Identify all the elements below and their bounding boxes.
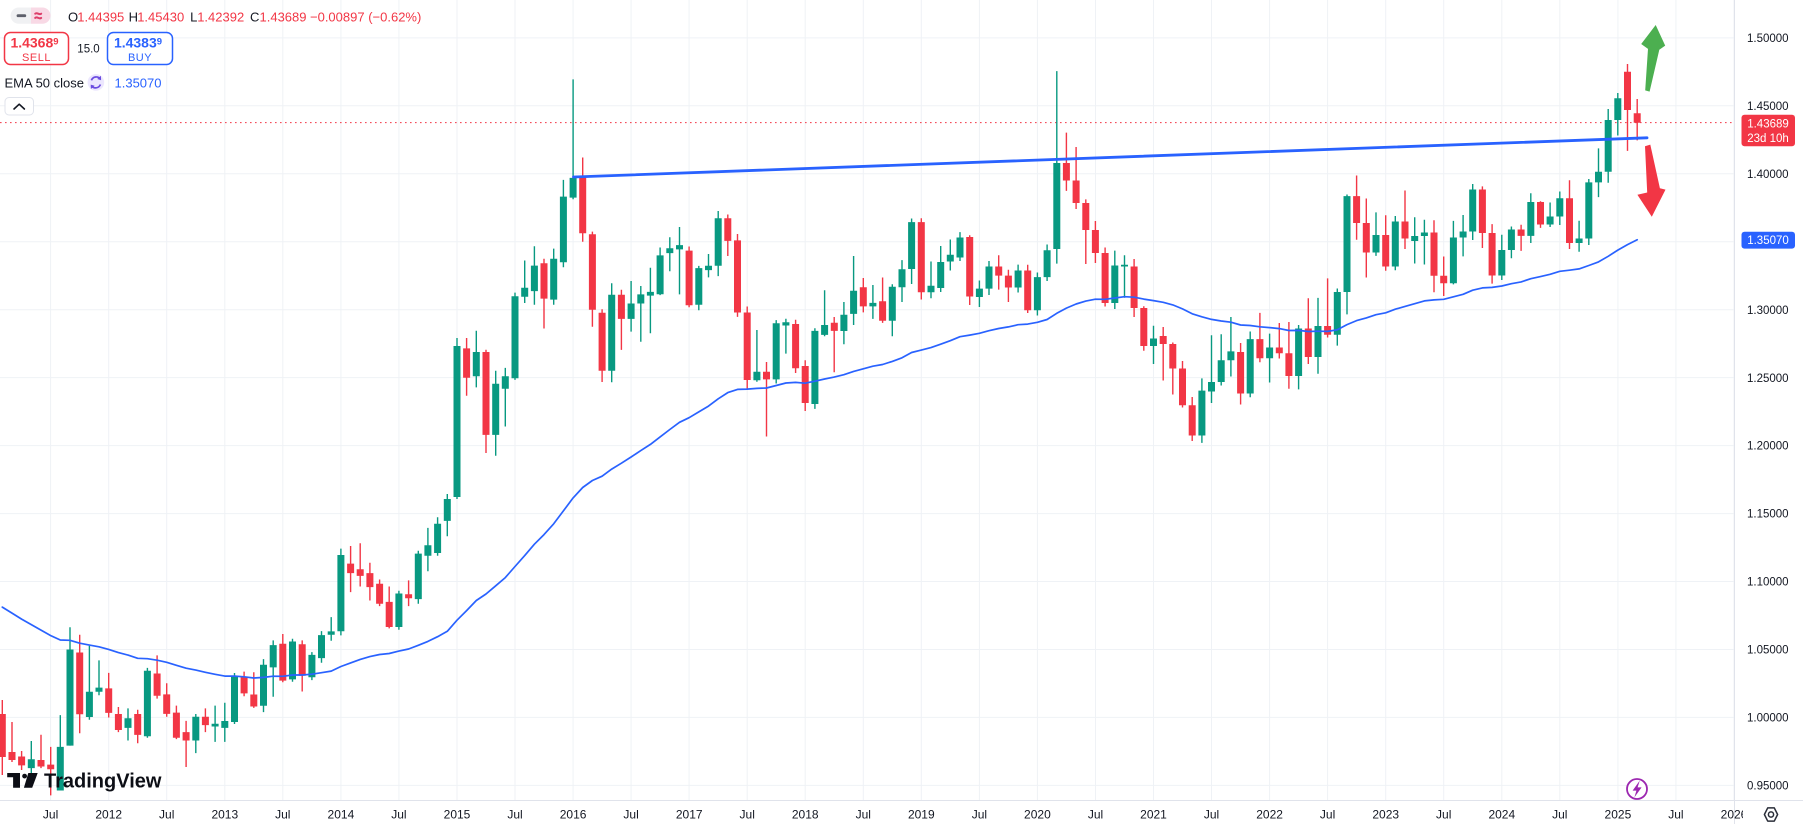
svg-text:L: L [190, 9, 197, 24]
svg-text:0.95000: 0.95000 [1747, 781, 1789, 793]
svg-text:2021: 2021 [1140, 808, 1167, 822]
svg-text:1.05000: 1.05000 [1747, 645, 1789, 657]
svg-text:2014: 2014 [328, 808, 355, 822]
svg-text:Jul: Jul [1204, 808, 1219, 822]
svg-text:1.15000: 1.15000 [1747, 509, 1789, 521]
svg-text:2023: 2023 [1372, 808, 1399, 822]
svg-text:−0.00897 (−0.62%): −0.00897 (−0.62%) [310, 9, 421, 24]
svg-text:2026: 2026 [1721, 808, 1748, 822]
svg-text:1.43689: 1.43689 [10, 34, 58, 50]
svg-text:2016: 2016 [560, 808, 587, 822]
svg-text:2015: 2015 [444, 808, 471, 822]
svg-text:EMA 50 close: EMA 50 close [5, 76, 85, 91]
svg-text:1.00000: 1.00000 [1747, 713, 1789, 725]
svg-text:2022: 2022 [1256, 808, 1283, 822]
svg-text:Jul: Jul [1436, 808, 1451, 822]
svg-text:C: C [250, 9, 259, 24]
svg-text:1.40000: 1.40000 [1747, 169, 1789, 181]
svg-text:Jul: Jul [1668, 808, 1683, 822]
svg-text:Jul: Jul [1320, 808, 1335, 822]
svg-text:Jul: Jul [159, 808, 174, 822]
svg-text:1.44395: 1.44395 [77, 9, 124, 24]
svg-text:1.45000: 1.45000 [1747, 101, 1789, 113]
svg-text:2025: 2025 [1605, 808, 1632, 822]
svg-text:1.25000: 1.25000 [1747, 373, 1789, 385]
svg-text:1.35070: 1.35070 [1747, 235, 1789, 247]
svg-text:2018: 2018 [792, 808, 819, 822]
svg-text:1.30000: 1.30000 [1747, 305, 1789, 317]
svg-text:1.50000: 1.50000 [1747, 33, 1789, 45]
svg-text:Jul: Jul [740, 808, 755, 822]
svg-text:1.43689: 1.43689 [260, 9, 307, 24]
svg-text:H: H [129, 9, 138, 24]
svg-text:2013: 2013 [211, 808, 238, 822]
svg-text:23d 10h: 23d 10h [1747, 133, 1789, 145]
svg-text:Jul: Jul [972, 808, 987, 822]
svg-text:1.10000: 1.10000 [1747, 577, 1789, 589]
svg-text:2024: 2024 [1488, 808, 1515, 822]
svg-text:2020: 2020 [1024, 808, 1051, 822]
svg-text:Jul: Jul [391, 808, 406, 822]
svg-text:1.43689: 1.43689 [1747, 119, 1789, 131]
svg-text:Jul: Jul [507, 808, 522, 822]
svg-text:BUY: BUY [128, 52, 152, 64]
svg-text:Jul: Jul [275, 808, 290, 822]
svg-text:Jul: Jul [1088, 808, 1103, 822]
svg-text:2017: 2017 [676, 808, 703, 822]
svg-text:1.45430: 1.45430 [137, 9, 184, 24]
svg-text:Jul: Jul [856, 808, 871, 822]
svg-text:TradingView: TradingView [44, 771, 162, 793]
svg-text:1.43839: 1.43839 [114, 34, 162, 50]
svg-text:15.0: 15.0 [77, 43, 99, 55]
svg-text:Jul: Jul [43, 808, 58, 822]
svg-text:O: O [68, 9, 78, 24]
svg-text:2012: 2012 [95, 808, 122, 822]
svg-text:1.42392: 1.42392 [197, 9, 244, 24]
svg-text:Jul: Jul [1552, 808, 1567, 822]
svg-text:1.20000: 1.20000 [1747, 441, 1789, 453]
svg-text:SELL: SELL [22, 52, 51, 64]
svg-text:2019: 2019 [908, 808, 935, 822]
svg-text:1.35070: 1.35070 [115, 76, 162, 91]
svg-text:Jul: Jul [623, 808, 638, 822]
